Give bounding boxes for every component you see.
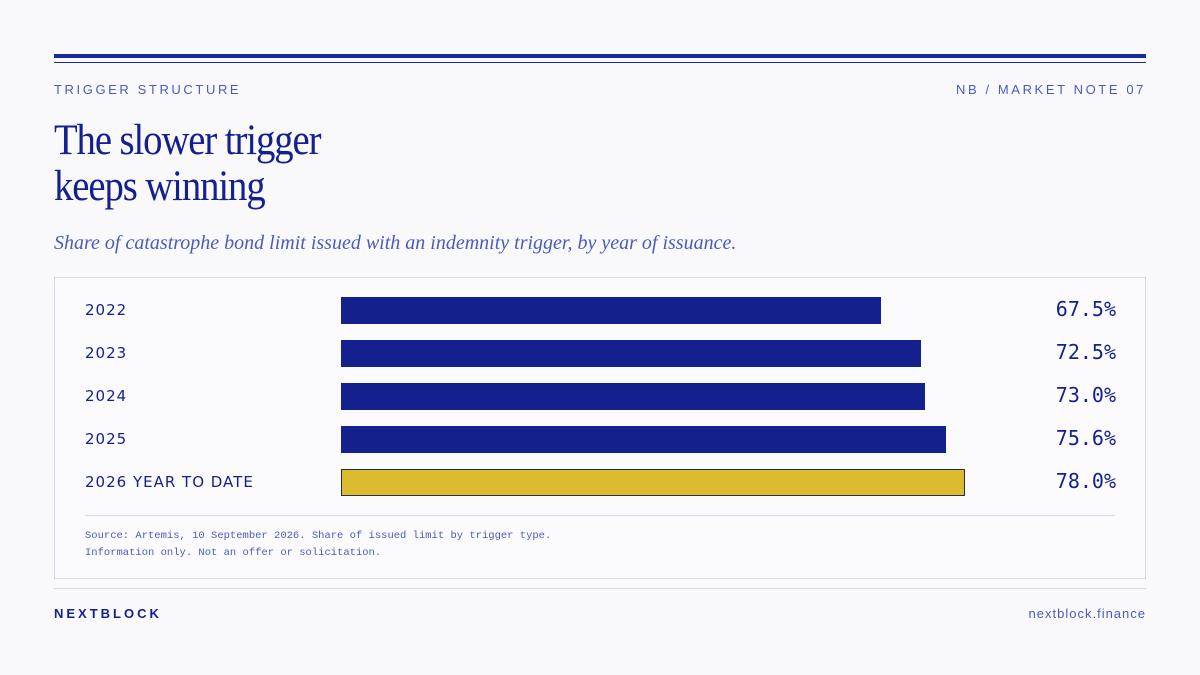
title-line-1: The slower trigger	[54, 117, 321, 164]
bar-row: 2026 YEAR TO DATE 78.0%	[55, 469, 1145, 497]
chart-card: 2022 67.5% 2023 72.5% 2024 73.0% 2025 75.6% 2026…	[54, 277, 1146, 579]
page-title: The slower trigger keeps winning	[54, 118, 594, 210]
bar	[341, 383, 925, 410]
bar-value-label: 78.0%	[1055, 469, 1116, 493]
source-note: Source: Artemis, 10 September 2026. Shar…	[85, 528, 551, 562]
bar-value-label: 67.5%	[1055, 297, 1116, 321]
top-rule-thick	[54, 54, 1146, 58]
source-line-2: Information only. Not an offer or solici…	[85, 547, 382, 559]
section-eyebrow: TRIGGER STRUCTURE	[54, 82, 242, 97]
bar	[341, 426, 946, 453]
card-divider	[85, 515, 1115, 516]
bar-row: 2025 75.6%	[55, 426, 1145, 454]
bar-value-label: 72.5%	[1055, 340, 1116, 364]
note-id: NB / MARKET NOTE 07	[955, 82, 1146, 97]
site-link[interactable]: nextblock.finance	[1028, 606, 1146, 621]
bar-row: 2023 72.5%	[55, 340, 1145, 368]
bar-row: 2024 73.0%	[55, 383, 1145, 411]
bar-category-label: 2024	[85, 387, 128, 405]
bar-value-label: 73.0%	[1055, 383, 1116, 407]
bar-category-label: 2025	[85, 430, 128, 448]
bar-category-label: 2026 YEAR TO DATE	[85, 473, 254, 491]
bar-row: 2022 67.5%	[55, 297, 1145, 325]
bar-category-label: 2022	[85, 301, 128, 319]
bar	[341, 469, 965, 496]
chart-subtitle: Share of catastrophe bond limit issued w…	[54, 232, 737, 254]
bar	[341, 297, 881, 324]
bar	[341, 340, 921, 367]
source-line-1: Source: Artemis, 10 September 2026. Shar…	[85, 530, 552, 542]
footer-rule	[54, 588, 1146, 589]
bar-category-label: 2023	[85, 344, 128, 362]
top-rule-thin	[54, 62, 1146, 63]
brand-logo: NEXTBLOCK	[54, 606, 162, 621]
title-line-2: keeps winning	[54, 163, 266, 210]
bar-value-label: 75.6%	[1055, 426, 1116, 450]
